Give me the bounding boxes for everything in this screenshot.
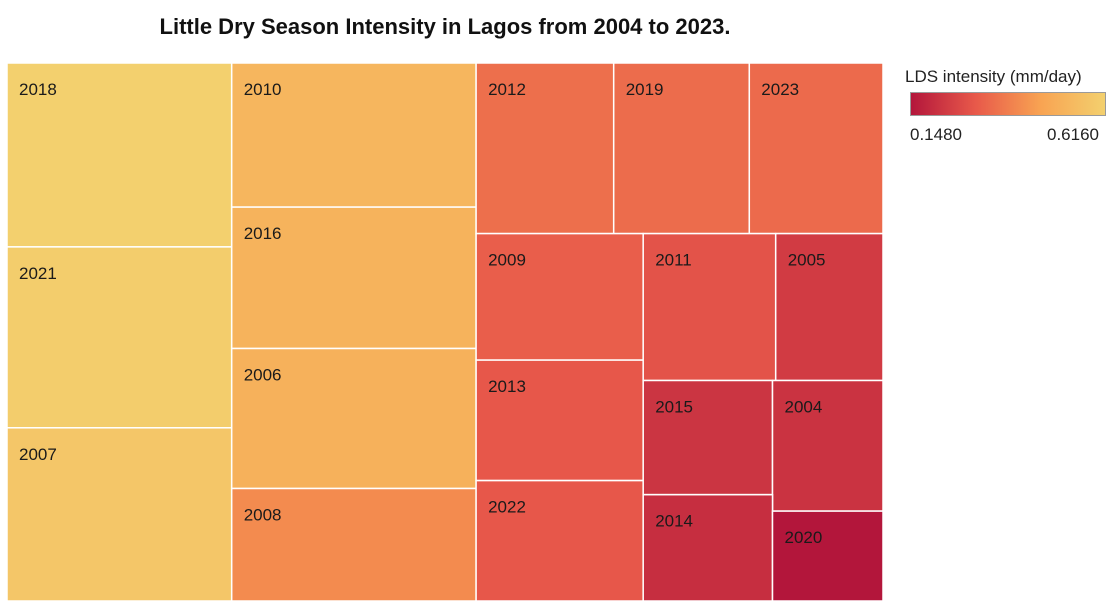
treemap-tile-rect[interactable]: [475, 479, 644, 602]
treemap-tile-2023[interactable]: 2023: [748, 62, 884, 235]
treemap-tile-rect[interactable]: [642, 232, 777, 382]
treemap-tile-2010[interactable]: 2010: [230, 62, 477, 208]
treemap-tile-label: 2013: [488, 377, 526, 396]
treemap-tile-2008[interactable]: 2008: [230, 487, 477, 602]
treemap-tile-label: 2006: [244, 366, 282, 385]
legend-color-scale: [910, 92, 1106, 116]
treemap-tile-2014[interactable]: 2014: [642, 493, 774, 602]
treemap-tile-label: 2009: [488, 251, 526, 270]
treemap-tile-rect[interactable]: [475, 359, 644, 482]
treemap-tile-rect[interactable]: [230, 487, 477, 602]
treemap-tile-label: 2004: [785, 398, 823, 417]
treemap-tile-label: 2011: [655, 251, 692, 270]
treemap-tile-2015[interactable]: 2015: [642, 379, 774, 496]
treemap-tile-label: 2015: [655, 398, 693, 417]
treemap-tile-2009[interactable]: 2009: [475, 232, 644, 361]
treemap-tile-label: 2022: [488, 498, 526, 517]
treemap-tile-2005[interactable]: 2005: [774, 232, 884, 382]
legend-title: LDS intensity (mm/day): [905, 67, 1082, 86]
treemap-tile-2006[interactable]: 2006: [230, 347, 477, 490]
treemap-tile-label: 2014: [655, 512, 693, 531]
treemap-tile-rect[interactable]: [6, 62, 233, 248]
treemap-tile-2022[interactable]: 2022: [475, 479, 644, 602]
treemap-tile-2012[interactable]: 2012: [475, 62, 615, 235]
treemap-chart: 2018 2021 2007 2010 2016 2006 2008 2012 2019 2023…: [6, 62, 884, 602]
treemap-tile-rect[interactable]: [771, 379, 884, 512]
treemap-tile-label: 2012: [488, 80, 526, 99]
treemap-tile-2011[interactable]: 2011: [642, 232, 777, 382]
treemap-tile-rect[interactable]: [642, 379, 774, 496]
treemap-tile-label: 2020: [785, 528, 823, 547]
treemap-tile-rect[interactable]: [6, 427, 233, 602]
treemap-tile-rect[interactable]: [771, 510, 884, 602]
treemap-tile-label: 2010: [244, 80, 282, 99]
treemap-tile-2013[interactable]: 2013: [475, 359, 644, 482]
treemap-tile-label: 2007: [19, 445, 57, 464]
legend-max-label: 0.6160: [1047, 125, 1099, 144]
treemap-tile-2021[interactable]: 2021: [6, 246, 233, 429]
treemap-tile-label: 2021: [19, 264, 57, 283]
treemap-tile-rect[interactable]: [642, 493, 774, 602]
treemap-tile-label: 2008: [244, 506, 282, 525]
treemap-tile-2018[interactable]: 2018: [6, 62, 233, 248]
treemap-tile-label: 2018: [19, 80, 57, 99]
treemap-tile-2020[interactable]: 2020: [771, 510, 884, 602]
treemap-tile-2004[interactable]: 2004: [771, 379, 884, 512]
treemap-tile-2007[interactable]: 2007: [6, 427, 233, 602]
treemap-tile-rect[interactable]: [6, 246, 233, 429]
treemap-tile-rect[interactable]: [475, 62, 615, 235]
legend-min-label: 0.1480: [910, 125, 962, 144]
treemap-tile-2019[interactable]: 2019: [612, 62, 751, 235]
treemap-tile-label: 2005: [788, 251, 826, 270]
treemap-tile-rect[interactable]: [748, 62, 884, 235]
treemap-tile-2016[interactable]: 2016: [230, 206, 477, 350]
treemap-tile-label: 2023: [761, 80, 799, 99]
treemap-tile-rect[interactable]: [230, 62, 477, 208]
treemap-tile-label: 2016: [244, 224, 282, 243]
chart-title: Little Dry Season Intensity in Lagos fro…: [159, 14, 731, 39]
treemap-tile-rect[interactable]: [774, 232, 884, 382]
treemap-tile-rect[interactable]: [612, 62, 751, 235]
treemap-tile-label: 2019: [626, 80, 664, 99]
